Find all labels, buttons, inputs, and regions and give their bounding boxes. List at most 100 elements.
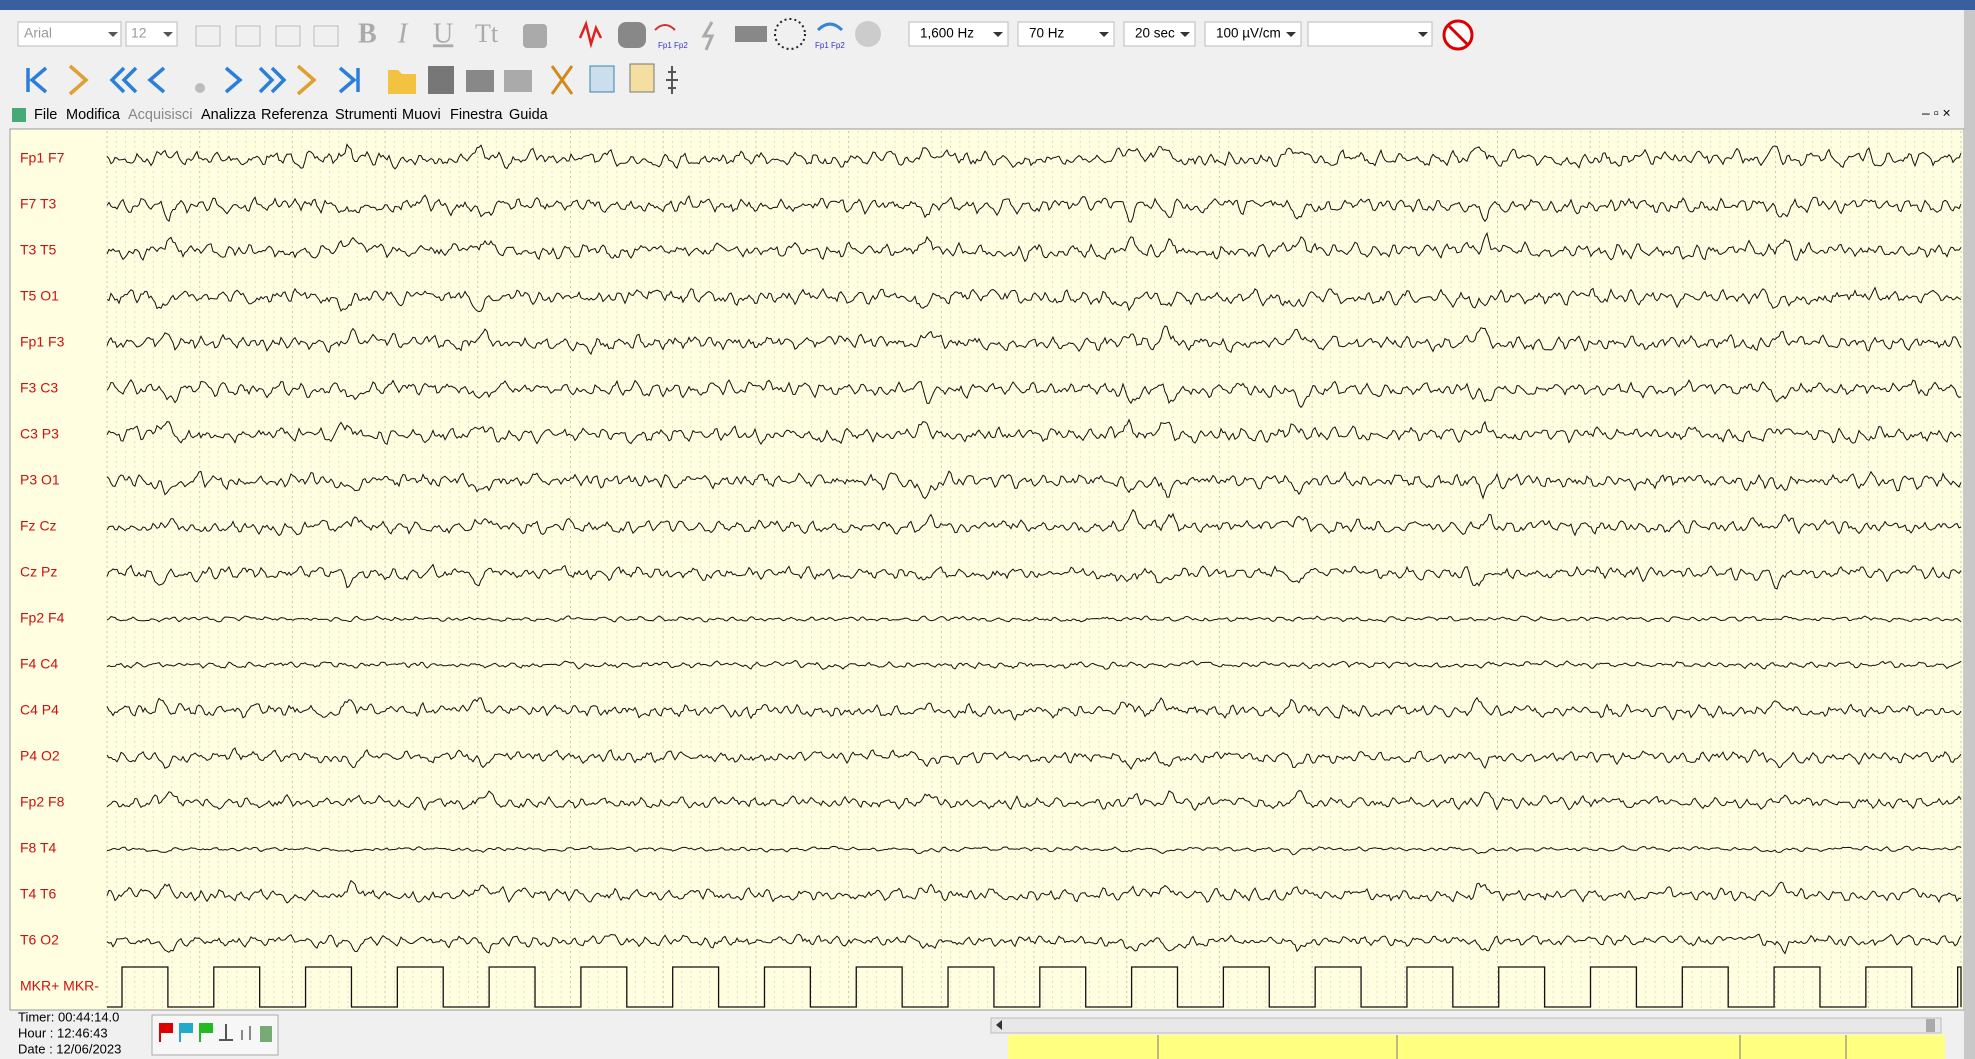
measure-tool[interactable] — [241, 1026, 251, 1040]
menu-item[interactable]: Referenza — [261, 107, 329, 123]
menu-item[interactable]: Modifica — [66, 107, 121, 123]
dropdown-arrow — [1180, 32, 1190, 37]
settings: 1,600 Hz 70 Hz 20 sec 100 µV/cm — [908, 21, 1302, 47]
traces: Fp1 F7 F7 T3 T3 T5 T5 O1 Fp1 F3 F3 C3 C3 P3 P3 … — [20, 143, 1962, 1008]
channel-label: Fp1 F7 — [20, 150, 65, 166]
scrollbar[interactable] — [990, 1017, 1942, 1034]
flag-green[interactable] — [199, 1023, 213, 1042]
dropdown-arrow — [1418, 32, 1428, 37]
setting-select[interactable] — [908, 21, 1009, 47]
dropdown-arrow — [1099, 32, 1109, 37]
dropdown-arrow — [1286, 32, 1296, 37]
font-size: 12 — [131, 25, 147, 41]
channel-label: F4 C4 — [20, 656, 58, 672]
menu-bar: File Modifica Acquisisci Analizza Referenza S… — [34, 107, 549, 123]
title-bar — [0, 0, 1975, 10]
dropdown-arrow — [163, 32, 173, 37]
menu-item[interactable]: Finestra — [450, 107, 503, 123]
empty-select[interactable] — [1307, 21, 1433, 47]
eeg-trace — [106, 286, 1962, 313]
format-icons: B I U Tt — [195, 18, 547, 49]
channel-label: Fz Cz — [20, 518, 57, 534]
marker-trace — [107, 966, 1962, 1008]
channel-label: T4 T6 — [20, 886, 57, 902]
channel-label: C4 P4 — [20, 702, 59, 718]
no-entry-slash — [1446, 23, 1470, 47]
channel-label: Cz Pz — [20, 564, 57, 580]
svg-text:B: B — [358, 18, 377, 49]
window-edge — [1964, 10, 1975, 1059]
menu-item[interactable]: Guida — [509, 107, 549, 123]
eeg-trace — [106, 194, 1962, 223]
font-box[interactable] — [17, 21, 122, 47]
menu-item[interactable]: Analizza — [201, 107, 257, 123]
flag-red[interactable] — [159, 1023, 173, 1042]
channel-label: F7 T3 — [20, 196, 57, 212]
menu-item[interactable]: File — [34, 107, 57, 123]
setting-value: 20 sec — [1135, 26, 1175, 41]
channel-label: P4 O2 — [20, 748, 60, 764]
app-icon — [12, 108, 26, 122]
scroll-left[interactable] — [996, 1020, 1002, 1030]
menu-item[interactable]: Muovi — [402, 107, 441, 123]
channel-label: F8 T4 — [20, 840, 57, 856]
svg-text:U: U — [433, 18, 453, 49]
toolbar-format: Arial 12 B I U Tt Fp1 Fp2 Fp1 Fp2 1,600 … — [17, 18, 1474, 51]
eeg-trace — [106, 563, 1962, 590]
flag-cyan[interactable] — [179, 1023, 193, 1042]
setting-value: 100 µV/cm — [1216, 26, 1281, 41]
eeg-trace — [106, 696, 1962, 722]
eeg-trace — [106, 418, 1962, 446]
eeg-trace — [106, 325, 1962, 356]
eeg-trace — [106, 879, 1962, 904]
eeg-trace — [106, 845, 1962, 856]
eeg-trace — [106, 508, 1962, 537]
status-hour: Hour : 12:46:43 — [18, 1025, 108, 1040]
status-timer: Timer: 00:44:14.0 — [18, 1009, 119, 1024]
overview-dividers — [1157, 1035, 1847, 1059]
setting-select[interactable] — [1204, 21, 1302, 47]
svg-text:Fp1 Fp2: Fp1 Fp2 — [658, 41, 688, 50]
trash-tool[interactable] — [260, 1026, 272, 1042]
dropdown-arrow — [993, 32, 1003, 37]
baseline-tool[interactable] — [219, 1024, 233, 1041]
channel-label: MKR+ MKR- — [20, 978, 99, 994]
toolbar-file — [388, 63, 678, 95]
channel-label: C3 P3 — [20, 426, 59, 442]
channel-label: Fp2 F4 — [20, 610, 65, 626]
window-controls[interactable]: – ▫ × — [1922, 105, 1951, 121]
menu-item[interactable]: Acquisisci — [128, 107, 192, 123]
font-name: Arial — [24, 25, 52, 41]
svg-text:I: I — [397, 18, 409, 49]
setting-value: 1,600 Hz — [920, 26, 974, 41]
eeg-trace — [106, 933, 1962, 955]
channel-label: F3 C3 — [20, 380, 58, 396]
eeg-trace — [106, 659, 1962, 670]
scroll-thumb[interactable] — [1926, 1019, 1935, 1032]
channel-label: T5 O1 — [20, 288, 59, 304]
time-grid — [106, 131, 1962, 1008]
page-overview[interactable] — [1008, 1035, 1945, 1059]
svg-text:Fp1 Fp2: Fp1 Fp2 — [815, 41, 845, 50]
eeg-trace — [106, 790, 1962, 811]
channel-label: Fp1 F3 — [20, 334, 65, 350]
eeg-trace — [106, 231, 1962, 263]
menu-item[interactable]: Strumenti — [335, 107, 397, 123]
setting-select[interactable] — [1017, 21, 1115, 47]
svg-text:Tt: Tt — [475, 19, 499, 48]
toolbar-navigation — [26, 64, 360, 96]
channel-label: Fp2 F8 — [20, 794, 65, 810]
status-date: Date : 12/06/2023 — [18, 1041, 121, 1056]
eeg-trace — [106, 379, 1962, 409]
eeg-icons: Fp1 Fp2 Fp1 Fp2 — [578, 18, 881, 51]
channel-label: T6 O2 — [20, 932, 59, 948]
channel-label: P3 O1 — [20, 472, 60, 488]
setting-value: 70 Hz — [1029, 26, 1065, 41]
eeg-trace — [106, 747, 1962, 770]
marker-tools — [151, 1014, 279, 1056]
channel-label: T3 T5 — [20, 242, 57, 258]
eeg-trace — [106, 143, 1962, 170]
